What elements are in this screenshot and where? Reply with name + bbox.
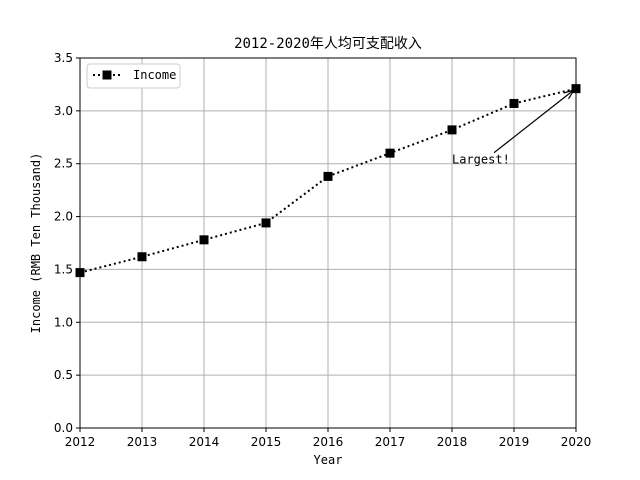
y-tick-label: 1.0 (54, 315, 73, 329)
x-tick-label: 2020 (561, 435, 592, 449)
annotation: Largest! (452, 91, 573, 167)
x-tick-label: 2016 (313, 435, 344, 449)
x-tick-label: 2019 (499, 435, 530, 449)
x-tick-label: 2013 (127, 435, 158, 449)
y-tick-label: 3.5 (54, 51, 73, 65)
x-tick-label: 2018 (437, 435, 468, 449)
x-tick-label: 2012 (65, 435, 96, 449)
data-point-marker (323, 171, 333, 181)
data-point-marker (509, 98, 519, 108)
x-tick-label: 2015 (251, 435, 282, 449)
x-tick-label: 2017 (375, 435, 406, 449)
data-point-marker (385, 148, 395, 158)
y-tick-label: 1.5 (54, 262, 73, 276)
x-axis-label: Year (314, 453, 343, 467)
annotation-text: Largest! (452, 153, 510, 167)
legend-label-income: Income (133, 68, 176, 82)
chart-title: 2012-2020年人均可支配收入 (234, 36, 422, 52)
data-point-marker (199, 235, 209, 245)
y-axis-label: Income (RMB Ten Thousand) (29, 153, 43, 334)
ticks: 2012 2013 2014 2015 2016 2017 2018 2019 2020 0.0 0… (54, 51, 591, 449)
legend-marker-swatch (102, 70, 112, 80)
legend-box (86, 63, 181, 89)
data-point-marker (447, 125, 457, 135)
x-tick-label: 2014 (189, 435, 220, 449)
data-point-marker (261, 218, 271, 228)
annotation-arrow (493, 91, 573, 154)
y-tick-label: 0.5 (54, 368, 73, 382)
data-point-marker (137, 252, 147, 262)
y-tick-label: 0.0 (54, 421, 73, 435)
y-tick-label: 2.5 (54, 157, 73, 171)
y-tick-label: 3.0 (54, 104, 73, 118)
y-tick-label: 2.0 (54, 210, 73, 224)
legend: Income (86, 63, 181, 89)
